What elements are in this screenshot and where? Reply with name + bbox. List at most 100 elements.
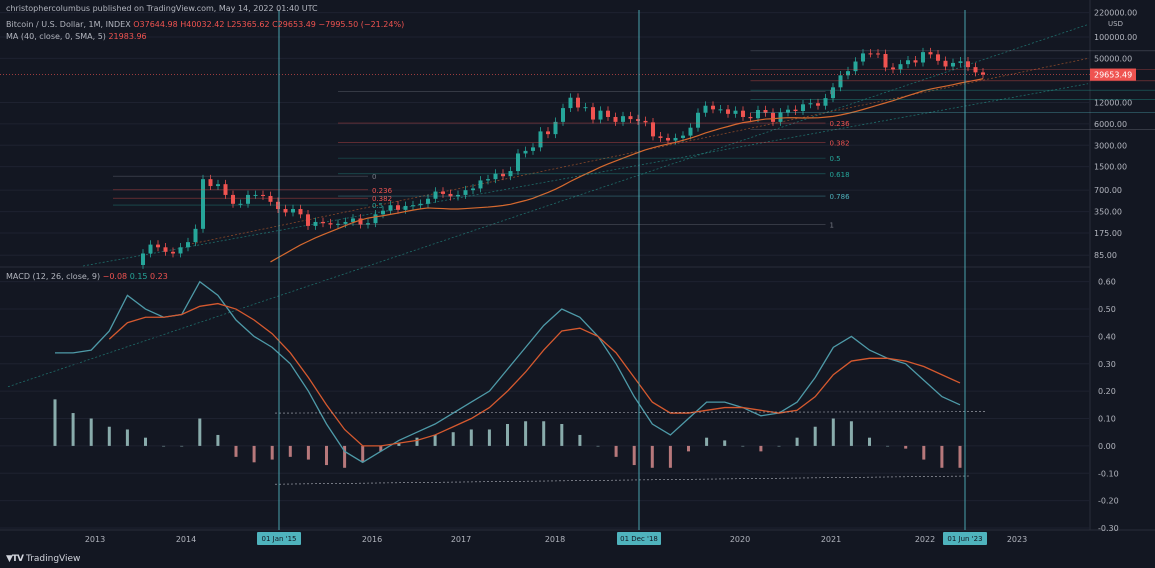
candle-body xyxy=(463,190,468,195)
candle-body xyxy=(396,205,400,210)
candle-body xyxy=(583,107,588,109)
upper-y-tick: 50000.00 xyxy=(1094,54,1132,63)
fib-level-label: 0 xyxy=(830,89,834,97)
histogram-bar xyxy=(487,429,491,446)
candle-body xyxy=(651,122,655,137)
histogram-bar xyxy=(252,445,256,463)
histogram-bar xyxy=(433,434,437,446)
candle-body xyxy=(906,60,910,65)
candle-body xyxy=(666,137,670,141)
candle-body xyxy=(763,110,768,113)
fib-level-label: 0.382 xyxy=(830,139,850,147)
candle-body xyxy=(298,209,303,215)
lower-y-tick: 0.20 xyxy=(1098,387,1116,396)
histogram-bar xyxy=(379,445,383,452)
lower-y-tick: 0.40 xyxy=(1098,332,1116,341)
candle-body xyxy=(883,53,888,68)
histogram-bar xyxy=(777,445,781,447)
candle-body xyxy=(148,244,153,254)
histogram-bar xyxy=(542,421,546,446)
candle-body xyxy=(613,116,618,122)
candle-body xyxy=(928,52,933,55)
price-tag-text: 29653.49 xyxy=(1094,71,1132,80)
lower-y-tick: -0.10 xyxy=(1098,469,1119,478)
candle-body xyxy=(876,53,880,55)
fib-level-label: 1 xyxy=(830,222,834,230)
fib-level-label: 0.5 xyxy=(372,202,383,210)
candle-body xyxy=(943,60,948,67)
ma-value: 21983.96 xyxy=(108,32,147,41)
candle-body xyxy=(253,194,258,196)
date-marker-bg xyxy=(943,532,987,545)
candle-body xyxy=(486,179,490,181)
candle-body xyxy=(208,179,213,187)
macd-label: MACD (12, 26, close, 9) xyxy=(6,272,101,281)
fib-level-label: 0 xyxy=(372,173,376,181)
candle-body xyxy=(741,110,745,117)
candle-body xyxy=(291,209,295,213)
candle-body xyxy=(328,223,333,225)
ma-legend: MA (40, close, 0, SMA, 5) 21983.96 xyxy=(6,32,147,41)
candle-body xyxy=(658,136,663,138)
fib-level-label: 0.236 xyxy=(372,187,393,195)
x-tick: 2013 xyxy=(85,535,105,544)
histogram-bar xyxy=(668,445,672,468)
candle-body xyxy=(343,221,348,224)
macd-legend: MACD (12, 26, close, 9) −0.08 0.15 0.23 xyxy=(6,272,168,281)
histogram-bar xyxy=(270,445,274,460)
candle-body xyxy=(808,103,813,105)
fib-level-label: 0.382 xyxy=(372,195,392,203)
histogram-bar xyxy=(397,443,401,446)
symbol-legend: Bitcoin / U.S. Dollar, 1M, INDEX O37644.… xyxy=(6,20,404,29)
x-tick-highlighted: 01 Jun '23 xyxy=(947,535,982,543)
macd-value-1: 0.15 xyxy=(129,272,148,281)
candle-body xyxy=(373,214,378,224)
candle-body xyxy=(216,184,220,187)
candle-body xyxy=(643,120,648,123)
candle-body xyxy=(771,112,775,122)
candle-body xyxy=(673,137,678,141)
trend-channel-line xyxy=(7,24,1089,388)
histogram-bar xyxy=(632,445,636,466)
signal-line xyxy=(108,302,961,447)
candle-body xyxy=(688,127,693,136)
candle-body xyxy=(966,61,970,68)
candle-body xyxy=(388,205,393,211)
candle-body xyxy=(748,116,753,119)
histogram-bar xyxy=(325,445,328,466)
candle-body xyxy=(546,131,550,135)
upper-y-tick: 220000.00 xyxy=(1094,9,1137,18)
candle-body xyxy=(921,52,925,63)
upper-y-tick: 1500.00 xyxy=(1094,163,1127,172)
candle-body xyxy=(358,218,363,225)
candle-body xyxy=(703,105,708,113)
tradingview-brand[interactable]: ▼TV TradingView xyxy=(6,554,80,564)
lower-y-tick: 0.30 xyxy=(1098,360,1116,369)
candle-body xyxy=(493,173,498,180)
histogram-bar xyxy=(343,445,347,468)
histogram-bar xyxy=(741,445,745,447)
candle-body xyxy=(576,97,580,108)
lower-y-tick: 0.50 xyxy=(1098,305,1116,314)
candle-body xyxy=(351,218,355,222)
candle-body xyxy=(366,223,370,225)
histogram-bar xyxy=(198,418,202,446)
candle-body xyxy=(838,75,843,88)
candle-body xyxy=(156,244,160,248)
candle-body xyxy=(793,109,798,112)
candle-body xyxy=(756,110,760,119)
lower-y-tick: 0.00 xyxy=(1098,442,1116,451)
candle-body xyxy=(973,67,978,73)
histogram-bar xyxy=(904,445,908,449)
histogram-bar xyxy=(596,445,600,447)
upper-y-tick: 6000.00 xyxy=(1094,120,1127,129)
ohlc-values: O37644.98 H40032.42 L25365.62 C29653.49 … xyxy=(133,20,405,29)
candle-body xyxy=(733,110,738,114)
symbol-title: Bitcoin / U.S. Dollar, 1M, INDEX xyxy=(6,20,131,29)
x-tick: 2017 xyxy=(451,535,471,544)
histogram-bar xyxy=(813,426,817,446)
brand-name: TradingView xyxy=(26,554,81,564)
candle-body xyxy=(801,104,805,112)
histogram-bar xyxy=(306,445,310,460)
